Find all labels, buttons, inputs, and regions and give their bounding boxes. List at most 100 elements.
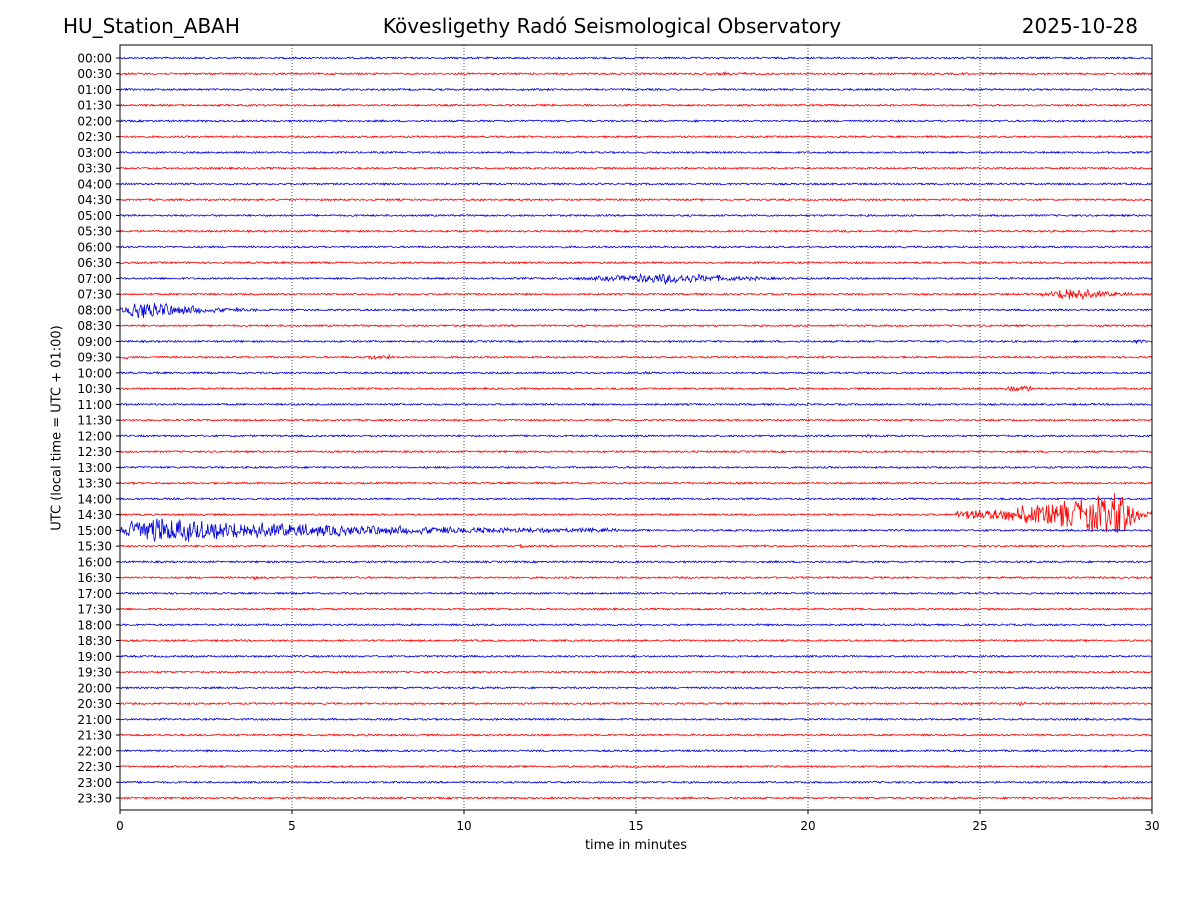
- trace-2230: [120, 764, 1152, 769]
- trace-1630: [120, 575, 1152, 581]
- trace-0400: [120, 182, 1152, 186]
- y-tick-label-1830: 18:30: [77, 634, 112, 648]
- trace-0030: [120, 70, 1152, 77]
- y-tick-label-2230: 22:30: [77, 760, 112, 774]
- trace-0530: [120, 229, 1152, 234]
- trace-2000: [120, 685, 1152, 690]
- y-tick-label-0200: 02:00: [77, 114, 112, 128]
- y-tick-label-1430: 14:30: [77, 508, 112, 522]
- trace-0630: [120, 260, 1152, 265]
- y-tick-label-0630: 06:30: [77, 256, 112, 270]
- y-tick-label-1730: 17:30: [77, 603, 112, 617]
- trace-1330: [120, 481, 1152, 485]
- y-tick-label-1000: 10:00: [77, 366, 112, 380]
- date-label: 2025-10-28: [1021, 14, 1138, 38]
- y-tick-label-0530: 05:30: [77, 225, 112, 239]
- y-tick-label-1900: 19:00: [77, 650, 112, 664]
- y-tick-label-0800: 08:00: [77, 303, 112, 317]
- y-tick-label-1600: 16:00: [77, 555, 112, 569]
- trace-0800: [120, 302, 1152, 319]
- y-tick-label-1530: 15:30: [77, 540, 112, 554]
- x-axis-label: time in minutes: [584, 838, 688, 853]
- trace-0000: [120, 56, 1152, 60]
- trace-0500: [120, 213, 1152, 218]
- trace-2330: [120, 796, 1152, 800]
- y-tick-label-0730: 07:30: [77, 288, 112, 302]
- trace-1730: [120, 607, 1152, 611]
- y-tick-label-1100: 11:00: [77, 398, 112, 412]
- y-tick-label-0430: 04:30: [77, 193, 112, 207]
- trace-0930: [120, 353, 1152, 361]
- y-tick-label-0500: 05:00: [77, 209, 112, 223]
- y-tick-label-0930: 09:30: [77, 351, 112, 365]
- y-tick-label-1800: 18:00: [77, 618, 112, 632]
- trace-1200: [120, 434, 1152, 439]
- y-tick-label-0300: 03:00: [77, 146, 112, 160]
- trace-1400: [120, 496, 1152, 501]
- trace-1930: [120, 670, 1152, 674]
- y-tick-label-0130: 01:30: [77, 99, 112, 113]
- traces-group: [120, 56, 1152, 800]
- y-tick-label-2030: 20:30: [77, 697, 112, 711]
- trace-0300: [120, 150, 1152, 155]
- y-tick-label-1230: 12:30: [77, 445, 112, 459]
- x-tick-label-20: 20: [800, 819, 815, 833]
- trace-2200: [120, 748, 1152, 753]
- y-tick-label-1200: 12:00: [77, 429, 112, 443]
- trace-1530: [120, 543, 1152, 549]
- trace-0230: [120, 134, 1152, 139]
- x-tick-label-0: 0: [116, 819, 124, 833]
- x-tick-label-25: 25: [972, 819, 987, 833]
- y-tick-label-0230: 02:30: [77, 130, 112, 144]
- x-tick-label-15: 15: [628, 819, 643, 833]
- y-tick-label-1500: 15:00: [77, 524, 112, 538]
- x-tick-label-5: 5: [288, 819, 296, 833]
- trace-1300: [120, 465, 1152, 470]
- trace-1700: [120, 591, 1152, 596]
- trace-2100: [120, 717, 1152, 722]
- y-tick-label-0600: 06:00: [77, 240, 112, 254]
- y-tick-label-0900: 09:00: [77, 335, 112, 349]
- trace-1900: [120, 654, 1152, 659]
- trace-1230: [120, 449, 1152, 454]
- y-axis-label: UTC (local time = UTC + 01:00): [49, 325, 65, 531]
- trace-0600: [120, 245, 1152, 249]
- trace-1100: [120, 402, 1152, 407]
- trace-1000: [120, 370, 1152, 375]
- y-tick-label-0000: 00:00: [77, 52, 112, 66]
- trace-0430: [120, 197, 1152, 202]
- y-tick-label-1300: 13:00: [77, 461, 112, 475]
- y-tick-label-0830: 08:30: [77, 319, 112, 333]
- y-tick-label-1400: 14:00: [77, 492, 112, 506]
- trace-0700: [120, 272, 1152, 286]
- trace-0200: [120, 119, 1152, 123]
- y-tick-label-0330: 03:30: [77, 162, 112, 176]
- chart-title: Kövesligethy Radó Seismological Observat…: [382, 14, 842, 38]
- y-tick-label-0030: 00:30: [77, 67, 112, 81]
- trace-1600: [120, 560, 1152, 564]
- trace-1030: [120, 385, 1152, 393]
- trace-0100: [120, 87, 1152, 92]
- trace-1430: [120, 493, 1152, 533]
- y-tick-label-2300: 23:00: [77, 776, 112, 790]
- trace-1500: [120, 518, 1152, 542]
- y-tick-label-1030: 10:30: [77, 382, 112, 396]
- trace-1800: [120, 622, 1152, 627]
- y-tick-label-1130: 11:30: [77, 414, 112, 428]
- trace-1830: [120, 638, 1152, 643]
- y-tick-label-1330: 13:30: [77, 477, 112, 491]
- y-tick-label-2000: 20:00: [77, 681, 112, 695]
- y-tick-label-2130: 21:30: [77, 729, 112, 743]
- x-tick-label-10: 10: [456, 819, 471, 833]
- plot-frame: [119, 44, 1153, 811]
- trace-2130: [120, 733, 1152, 737]
- y-tick-label-0700: 07:00: [77, 272, 112, 286]
- y-tick-label-0100: 01:00: [77, 83, 112, 97]
- trace-0830: [120, 323, 1152, 328]
- trace-0330: [120, 166, 1152, 171]
- y-tick-label-1630: 16:30: [77, 571, 112, 585]
- y-tick-label-0400: 04:00: [77, 177, 112, 191]
- station-name: HU_Station_ABAH: [63, 14, 240, 38]
- y-tick-label-2330: 23:30: [77, 792, 112, 806]
